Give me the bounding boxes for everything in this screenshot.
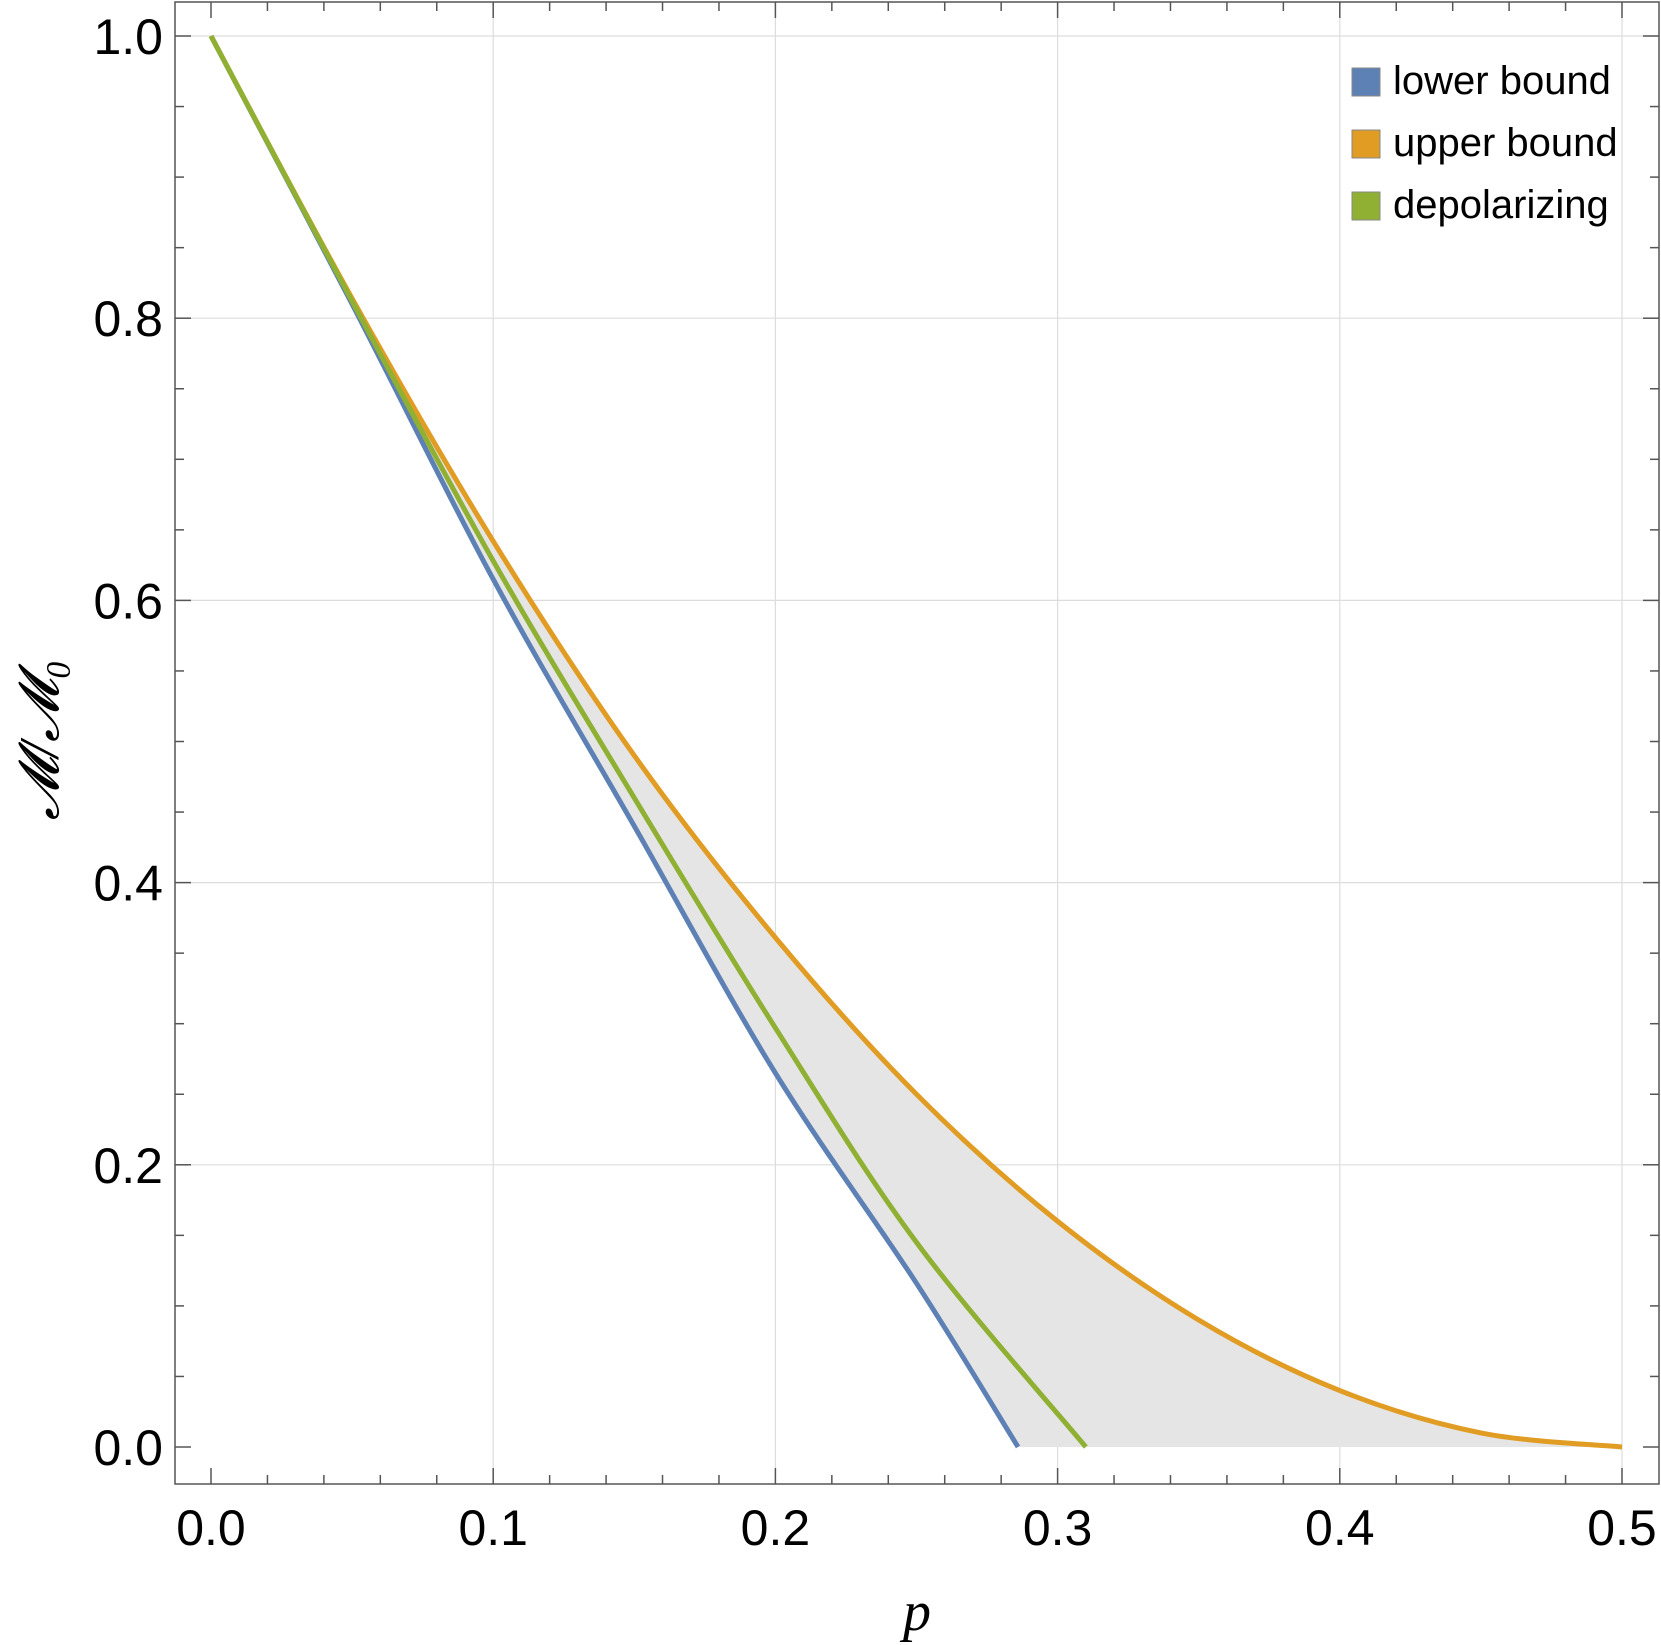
legend-swatch bbox=[1351, 129, 1381, 159]
legend: lower bound upper bound depolarizing bbox=[1351, 59, 1618, 227]
x-tick-label: 0.4 bbox=[1305, 1500, 1375, 1556]
x-tick-label: 0.1 bbox=[458, 1500, 528, 1556]
y-tick-labels: 0.0 0.2 0.4 0.6 0.8 1.0 bbox=[93, 9, 163, 1476]
x-tick-label: 0.5 bbox=[1587, 1500, 1657, 1556]
legend-swatch bbox=[1351, 67, 1381, 97]
series-line-upper-bound bbox=[208, 34, 1623, 1450]
x-tick-label: 0.2 bbox=[741, 1500, 811, 1556]
y-tick-label: 0.0 bbox=[93, 1420, 163, 1476]
legend-swatch bbox=[1351, 191, 1381, 221]
y-tick-label: 1.0 bbox=[93, 9, 163, 65]
x-tick-label: 0.0 bbox=[176, 1500, 246, 1556]
y-tick-label: 0.2 bbox=[93, 1138, 163, 1194]
shaded-bound-region bbox=[211, 36, 1622, 1447]
y-tick-label: 0.4 bbox=[93, 856, 163, 912]
axis-ticks bbox=[175, 2, 1659, 1484]
legend-label: lower bound bbox=[1393, 59, 1611, 103]
x-tick-labels: 0.0 0.1 0.2 0.3 0.4 0.5 bbox=[176, 1500, 1657, 1556]
x-axis-label: p bbox=[899, 1581, 931, 1643]
y-tick-label: 0.6 bbox=[93, 573, 163, 629]
y-axis-label: 𝓜/𝓜₀ bbox=[9, 660, 71, 820]
plot-frame bbox=[174, 1, 1660, 1485]
series-line-depolarizing bbox=[208, 34, 1088, 1449]
x-tick-label: 0.3 bbox=[1023, 1500, 1093, 1556]
legend-label: depolarizing bbox=[1393, 183, 1609, 227]
series-lines bbox=[208, 34, 1623, 1450]
y-tick-label: 0.8 bbox=[93, 291, 163, 347]
legend-label: upper bound bbox=[1393, 121, 1618, 165]
